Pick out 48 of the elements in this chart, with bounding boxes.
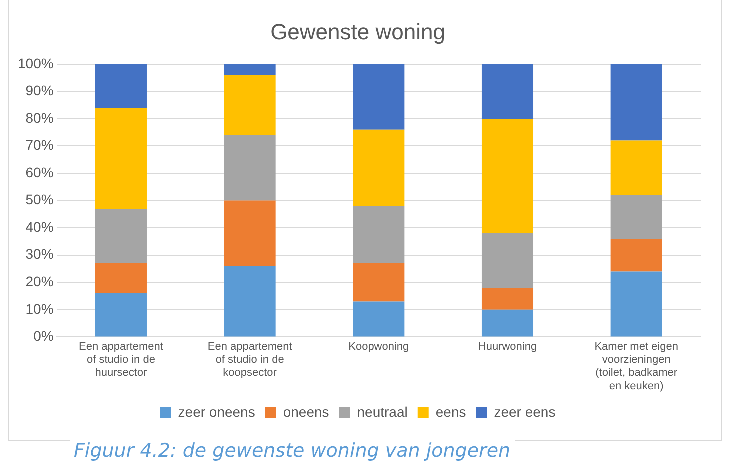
- bar: [353, 302, 405, 337]
- bar: [95, 264, 147, 294]
- bar: [610, 195, 662, 239]
- text: Figuur 4.2: de gewenste woning van jongeren: [70, 440, 515, 462]
- y-tick-label: 20%: [26, 274, 54, 290]
- y-tick-label: 30%: [26, 246, 54, 262]
- bar: [224, 75, 276, 136]
- bar: [610, 140, 662, 196]
- x-tick-label: Een appartement of studio in de huursector: [79, 340, 164, 380]
- legend-label: oneens: [283, 404, 330, 420]
- bar: [95, 208, 147, 264]
- y-tick-label: 90%: [26, 82, 54, 99]
- x-tick-label: Een appartement of studio in de koopsector: [208, 340, 292, 380]
- y-tick-label: 80%: [26, 110, 54, 126]
- bar: [610, 238, 662, 272]
- y-tick-label: 10%: [26, 300, 54, 317]
- x-tick-label: Kamer met eigen voorzieningen (toilet, badkamer en keuken): [594, 340, 678, 392]
- bar: [610, 272, 662, 337]
- bar: [610, 64, 662, 141]
- y-tick-label: 50%: [26, 192, 54, 208]
- bar: [224, 64, 276, 76]
- bar: [482, 64, 534, 119]
- y-tick-label: 60%: [26, 164, 54, 180]
- bar: [95, 294, 147, 337]
- x-tick-label: Koopwoning: [348, 340, 410, 353]
- bar: [482, 288, 534, 310]
- y-tick-label: 0%: [34, 328, 54, 344]
- bar: [353, 206, 405, 264]
- bar: [353, 64, 405, 130]
- bar: [95, 64, 147, 108]
- bar: [224, 200, 276, 266]
- chart-title: Gewenste woning: [270, 19, 446, 44]
- bar: [482, 234, 534, 288]
- legend-label: zeer oneens: [178, 404, 256, 420]
- legend-label: zeer eens: [494, 404, 556, 420]
- bar: [353, 264, 405, 302]
- legend-label: neutraal: [357, 404, 408, 420]
- legend-label: eens: [436, 404, 466, 420]
- bar: [482, 118, 534, 234]
- bar: [224, 266, 276, 337]
- y-tick-label: 100%: [18, 55, 54, 72]
- x-tick-label: Huurwoning: [478, 340, 538, 353]
- bar: [353, 130, 405, 206]
- y-tick-label: 70%: [26, 137, 54, 154]
- bar: [224, 135, 276, 201]
- bar: [482, 310, 534, 337]
- y-tick-label: 40%: [26, 218, 54, 235]
- bar: [95, 108, 147, 209]
